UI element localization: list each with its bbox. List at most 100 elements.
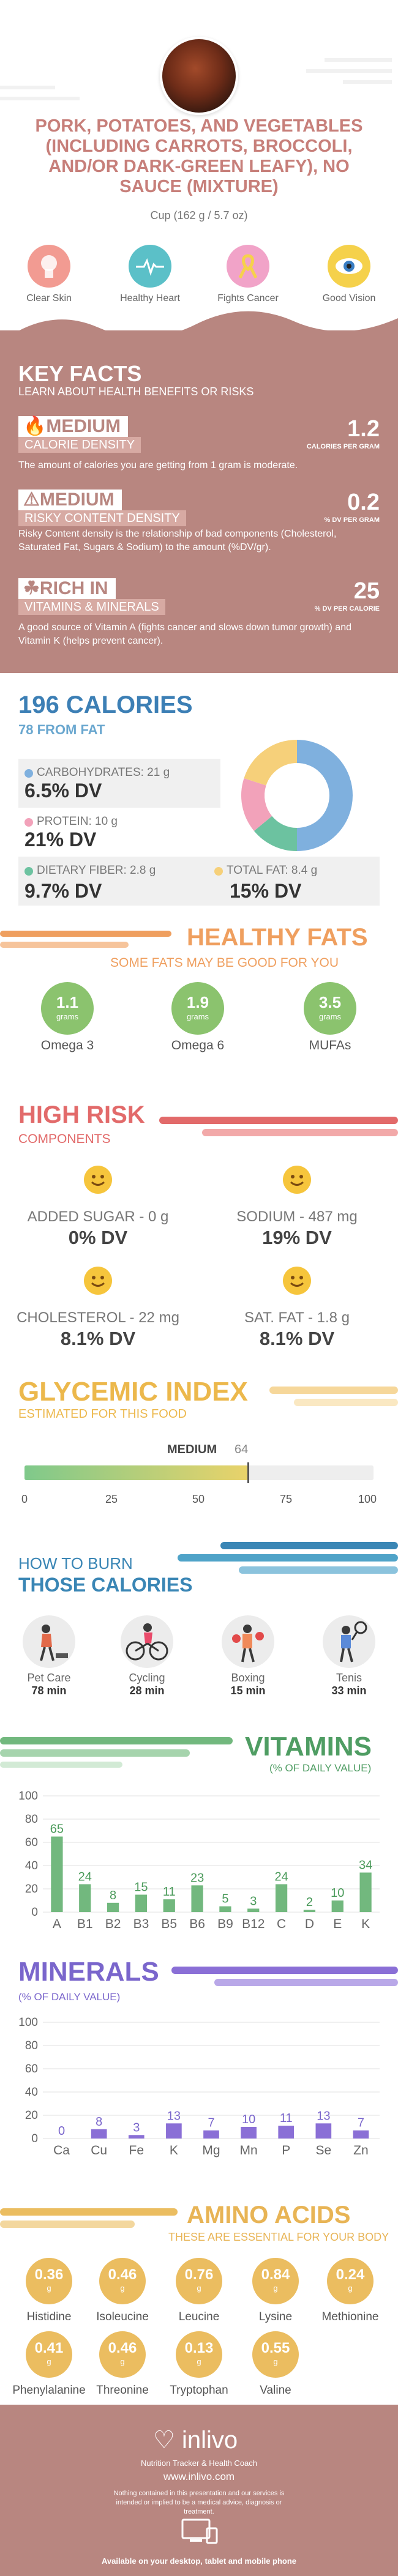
mineral-x-label: Se (315, 2143, 331, 2157)
mineral-x-label: Mn (240, 2143, 258, 2157)
benefit-label: Good Vision (322, 293, 376, 303)
mineral-value-label: 11 (280, 2112, 293, 2125)
high-risk-subtitle: COMPONENTS (18, 1132, 111, 1146)
vitamin-bar-b5 (163, 1899, 175, 1912)
footer-tagline: Nutrition Tracker & Health Coach (140, 2459, 258, 2468)
fat-dot (214, 866, 223, 876)
mineral-x-label: P (282, 2143, 290, 2157)
calories-from-fat: 78 FROM FAT (18, 722, 105, 737)
mineral-x-label: Zn (353, 2143, 369, 2157)
smiley-icon (283, 1166, 311, 1194)
calories-title: 196 CALORIES (18, 691, 193, 718)
vitamins-minerals-tag: ☘RICH IN (18, 578, 116, 599)
vitamin-x-label: E (333, 1917, 342, 1931)
vitamin-value-label: 2 (306, 1896, 313, 1909)
activity-boxing: Boxing 15 min (211, 1615, 285, 1697)
decorative-stripes (159, 1117, 398, 1136)
mineral-value-label: 7 (358, 2116, 364, 2130)
calorie-density-tag: 🔥MEDIUM (18, 416, 129, 437)
healthy-fats-title: HEALTHY FATS (187, 924, 368, 951)
mufas-label: MUFAs (309, 1038, 351, 1052)
calorie-density-description: The amount of calories you are getting f… (18, 460, 298, 471)
footer-url[interactable]: www.inlivo.com (163, 2471, 235, 2482)
benefit-healthy-heart: Healthy Heart (113, 245, 187, 304)
fiber-dv: 9.7% DV (24, 880, 102, 902)
mineral-y-tick: 60 (25, 2063, 38, 2075)
omega3-label: Omega 3 (40, 1038, 94, 1052)
mineral-value-label: 7 (208, 2116, 214, 2130)
calorie-density-unit: CALORIES PER GRAM (306, 443, 380, 450)
mineral-bar-mn (241, 2127, 257, 2139)
added-sugar-dv: 0% DV (68, 1227, 128, 1248)
vitamin-bar-c (275, 1884, 288, 1912)
activity-tennis: Tenis 33 min (312, 1615, 386, 1697)
food-title: Pork, potatoes, and vegetables (includin… (35, 116, 363, 196)
vitamin-value-label: 24 (274, 1870, 288, 1883)
glycemic-value: 64 (235, 1443, 249, 1456)
macronutrient-donut-chart (241, 740, 353, 851)
mineral-y-tick: 40 (25, 2086, 38, 2099)
cholesterol-dv: 8.1% DV (60, 1328, 136, 1349)
nutrient-fiber-fat-row: DIETARY FIBER: 2.8 g 9.7% DV TOTAL FAT: … (18, 857, 380, 906)
brand-logo[interactable]: ♡ inlivo (153, 2427, 238, 2454)
lysine-badge: 0.84 g (252, 2258, 299, 2304)
mineral-bar-fe (128, 2135, 145, 2139)
mineral-value-label: 13 (167, 2109, 181, 2123)
carbs-dv: 6.5% DV (24, 780, 102, 802)
vitamin-y-tick: 100 (18, 1790, 38, 1803)
vitamin-bar-b12 (247, 1908, 260, 1912)
vitamin-y-tick: 80 (25, 1813, 38, 1826)
glycemic-bar (24, 1465, 248, 1480)
vitamin-y-tick: 60 (25, 1836, 38, 1849)
mineral-y-tick: 80 (25, 2039, 38, 2052)
tennis-icon (323, 1615, 375, 1668)
risky-content-label: RISKY CONTENT DENSITY (18, 510, 186, 526)
mineral-x-label: Ca (53, 2143, 70, 2157)
vitamins-minerals-value: 25 (353, 578, 380, 604)
vitamin-bar-b6 (191, 1885, 203, 1912)
decorative-stripes (306, 58, 392, 84)
sodium-label: SODIUM - 487 mg (236, 1208, 358, 1225)
isoleucine-badge: 0.46 g (99, 2258, 146, 2304)
heart-logo-icon: ♡ (153, 2427, 175, 2454)
vitamin-x-label: C (277, 1917, 286, 1931)
histidine-label: Histidine (26, 2310, 72, 2323)
key-facts-title: KEY FACTS (18, 361, 142, 386)
decorative-stripes (269, 1387, 398, 1406)
leaf-icon: ☘ (23, 578, 40, 598)
serving-size: Cup (162 g / 5.7 oz) (150, 209, 248, 221)
sat-fat-dv: 8.1% DV (259, 1328, 335, 1349)
cycling-icon (121, 1615, 173, 1668)
phenylalanine-badge: 0.41 g (26, 2331, 72, 2378)
donut-slice-protein (253, 816, 298, 851)
mufas-badge: 3.5 grams (304, 982, 356, 1035)
vitamins-minerals-label: VITAMINS & MINERALS (18, 599, 165, 615)
activity-cycling: Cycling 28 min (110, 1615, 184, 1697)
vitamin-x-label: B12 (242, 1917, 265, 1931)
healthy-fats-subtitle: SOME FATS MAY BE GOOD FOR YOU (110, 956, 339, 970)
mineral-value-label: 13 (317, 2109, 330, 2123)
mineral-value-label: 10 (242, 2113, 255, 2126)
calorie-density-value: 1.2 (347, 416, 380, 442)
decorative-stripes (0, 86, 80, 100)
smiley-icon (84, 1267, 112, 1295)
vitamins-subtitle: (% OF DAILY VALUE) (269, 1762, 372, 1774)
benefit-label: Healthy Heart (120, 293, 180, 303)
threonine-badge: 0.46 g (99, 2331, 146, 2378)
skin-icon (28, 245, 70, 288)
fire-icon: 🔥 (23, 416, 47, 436)
fiber-dot (24, 866, 33, 876)
vitamin-value-label: 15 (134, 1881, 148, 1894)
glycemic-ticks: 0 25 50 75 100 (21, 1493, 377, 1505)
vitamin-bar-k (359, 1872, 372, 1912)
vitamin-bar-b3 (135, 1894, 148, 1912)
vitamin-x-label: B5 (161, 1917, 177, 1931)
cholesterol-label: CHOLESTEROL - 22 mg (17, 1309, 179, 1326)
devices-icon (181, 2518, 218, 2544)
threonine-label: Threonine (96, 2384, 149, 2397)
vitamin-bar-d (303, 1910, 316, 1912)
protein-dot (24, 817, 33, 827)
fat-dv: 15% DV (230, 880, 302, 902)
valine-badge: 0.55 g (252, 2331, 299, 2378)
vitamin-x-label: K (361, 1917, 370, 1931)
